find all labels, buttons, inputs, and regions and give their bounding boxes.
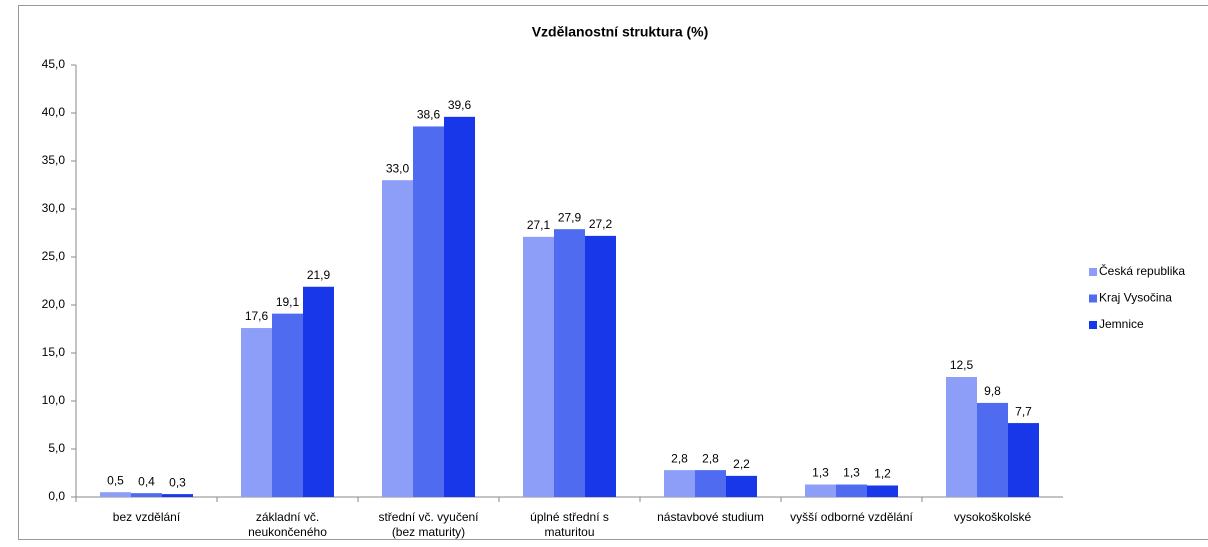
- y-tick-label: 15,0: [42, 345, 66, 359]
- data-label: 33,0: [386, 161, 410, 175]
- data-label: 27,9: [558, 210, 582, 224]
- data-label: 2,8: [671, 451, 688, 465]
- data-label: 0,3: [169, 475, 186, 489]
- bar: [554, 229, 585, 497]
- x-tick-label: základní vč. neukončeného: [248, 510, 327, 539]
- x-tick-label: střední vč. vyučení (bez maturity): [378, 510, 479, 539]
- bar: [867, 485, 898, 497]
- bar: [977, 402, 1008, 497]
- data-label: 0,4: [138, 474, 155, 488]
- y-tick-label: 5,0: [48, 441, 65, 455]
- y-tick-label: 0,0: [48, 489, 65, 503]
- bar: [444, 116, 475, 497]
- data-label: 39,6: [448, 98, 472, 112]
- data-label: 1,3: [843, 466, 860, 480]
- data-label: 0,5: [107, 473, 124, 487]
- data-label: 7,7: [1015, 404, 1032, 418]
- data-label: 1,2: [874, 467, 891, 481]
- x-tick-label: nástavbové studium: [657, 510, 764, 524]
- x-tick-label: vyšší odborné vzdělání: [790, 510, 913, 524]
- bar: [382, 180, 413, 497]
- y-tick-label: 30,0: [42, 201, 66, 215]
- bar: [1008, 423, 1039, 497]
- chart-title: Vzdělanostní struktura (%): [532, 24, 709, 40]
- legend-label: Česká republika: [1099, 263, 1185, 278]
- bar: [162, 494, 193, 497]
- legend-swatch: [1089, 268, 1097, 276]
- data-label: 12,5: [950, 358, 974, 372]
- data-label: 9,8: [984, 384, 1001, 398]
- data-label: 38,6: [417, 108, 441, 122]
- y-tick-label: 10,0: [42, 393, 66, 407]
- bar: [836, 484, 867, 497]
- data-label: 17,6: [245, 309, 269, 323]
- data-label: 2,8: [702, 451, 719, 465]
- bar: [585, 235, 616, 497]
- data-label: 21,9: [307, 268, 331, 282]
- bar: [726, 475, 757, 497]
- bar: [272, 313, 303, 497]
- bar: [805, 484, 836, 497]
- legend-label: Kraj Vysočina: [1099, 291, 1172, 305]
- legend-swatch: [1089, 321, 1097, 329]
- legend-label: Jemnice: [1099, 317, 1144, 331]
- bar: [664, 470, 695, 497]
- data-label: 27,2: [589, 217, 613, 231]
- x-tick-label: vysokoškolské: [953, 510, 1032, 524]
- y-tick-label: 25,0: [42, 249, 66, 263]
- x-tick-label: bez vzdělání: [112, 510, 181, 524]
- x-tick-label: úplné střední s maturitou: [530, 510, 609, 539]
- bar: [303, 286, 334, 497]
- bar: [523, 236, 554, 497]
- bar: [241, 328, 272, 497]
- data-label: 1,3: [812, 466, 829, 480]
- bar: [131, 493, 162, 497]
- bar: [100, 492, 131, 497]
- legend-swatch: [1089, 294, 1097, 303]
- bar: [946, 377, 977, 497]
- data-label: 19,1: [276, 295, 300, 309]
- y-tick-label: 35,0: [42, 153, 66, 167]
- y-tick-label: 20,0: [42, 297, 66, 311]
- data-label: 2,2: [733, 457, 750, 471]
- data-label: 27,1: [527, 218, 551, 232]
- bar: [413, 126, 444, 497]
- bar: [695, 470, 726, 497]
- y-tick-label: 45,0: [42, 57, 66, 71]
- y-tick-label: 40,0: [42, 105, 66, 119]
- chart-border: [18, 5, 1208, 540]
